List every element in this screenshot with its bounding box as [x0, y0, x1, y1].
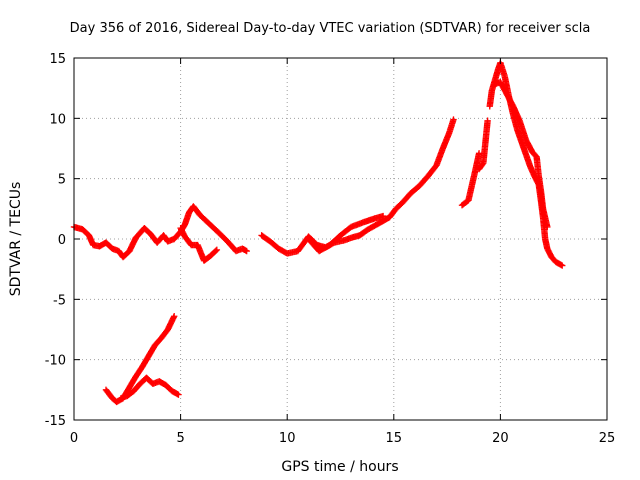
data-point	[212, 247, 220, 254]
y-tick-label: -15	[45, 414, 66, 429]
series-upper-mid	[258, 116, 457, 257]
series-upper-mid-alt	[305, 212, 387, 255]
data-point	[450, 116, 457, 123]
series-rise-b	[475, 117, 491, 173]
y-tick-label: 10	[49, 112, 66, 127]
y-tick-label: 0	[58, 233, 66, 248]
data-point	[544, 223, 551, 231]
series-peak-upper-branch	[490, 78, 551, 231]
data-point	[213, 246, 221, 254]
data-point	[559, 262, 566, 269]
series-upper-early-dip	[177, 224, 221, 264]
x-tick-label: 5	[176, 431, 184, 446]
x-tick-label: 25	[599, 431, 616, 446]
data-point	[484, 117, 491, 124]
y-tick-label: 15	[49, 52, 66, 67]
data-point	[175, 391, 182, 398]
series-rise-a	[458, 150, 483, 209]
y-axis-title: SDTVAR / TECUs	[8, 182, 24, 297]
x-tick-label: 20	[492, 431, 509, 446]
data-point	[379, 212, 387, 220]
y-tick-label: -10	[45, 354, 66, 369]
y-tick-label: 5	[58, 173, 66, 188]
x-tick-label: 10	[279, 431, 296, 446]
x-tick-label: 15	[386, 431, 403, 446]
axis-ticks: 0 5 10 15 20 25 -15 -10 -5 0 5 10 15	[45, 52, 616, 446]
data-points	[70, 59, 566, 406]
y-tick-label: -5	[53, 293, 66, 308]
chart-title: Day 356 of 2016, Sidereal Day-to-day VTE…	[70, 21, 591, 36]
data-point	[171, 313, 178, 320]
series-lower-b	[117, 374, 182, 402]
x-tick-label: 0	[70, 431, 78, 446]
x-axis-title: GPS time / hours	[281, 459, 398, 475]
data-point	[243, 247, 250, 255]
series-lower-a	[102, 313, 178, 406]
